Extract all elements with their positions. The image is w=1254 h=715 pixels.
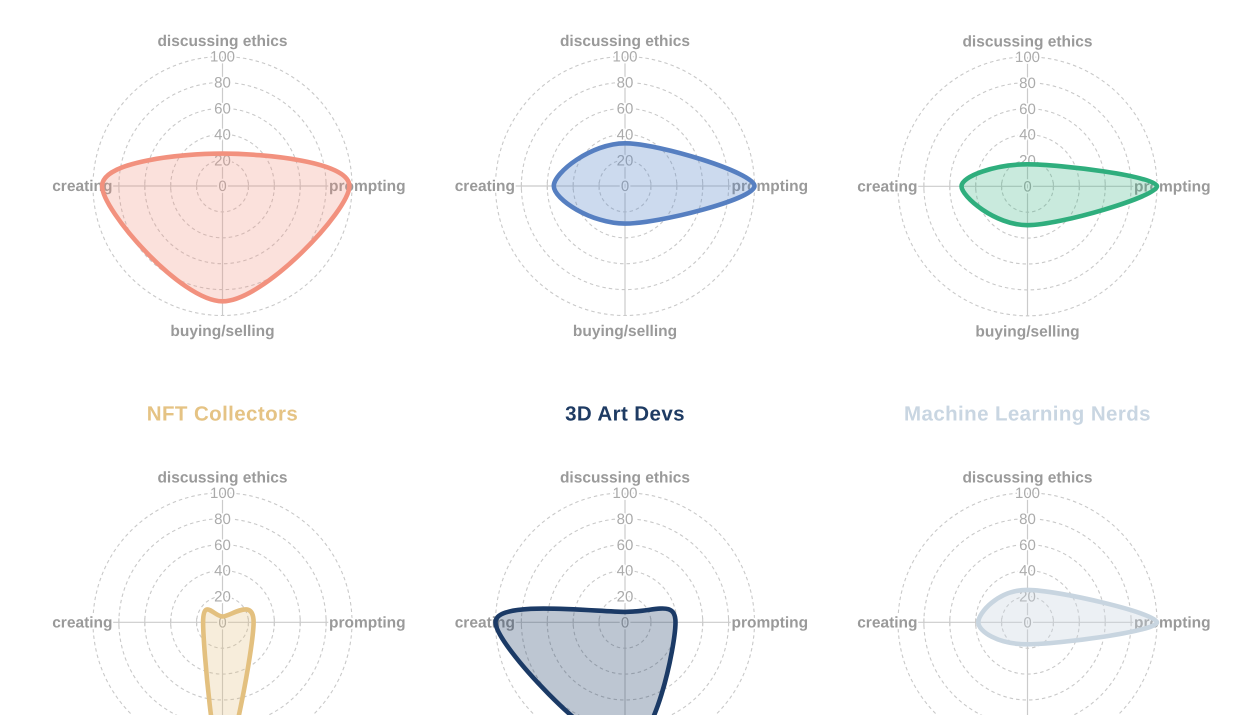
svg-text:0: 0 bbox=[1023, 615, 1031, 632]
svg-text:0: 0 bbox=[621, 178, 629, 195]
svg-text:creating: creating bbox=[52, 178, 112, 195]
svg-text:0: 0 bbox=[1023, 179, 1031, 196]
svg-text:3D Art Devs: 3D Art Devs bbox=[565, 403, 685, 426]
svg-text:40: 40 bbox=[214, 563, 231, 580]
svg-text:60: 60 bbox=[214, 537, 231, 554]
svg-text:creating: creating bbox=[455, 614, 515, 631]
svg-text:buying/selling: buying/selling bbox=[170, 323, 274, 340]
svg-text:prompting: prompting bbox=[329, 614, 406, 631]
svg-text:40: 40 bbox=[1019, 127, 1036, 144]
svg-text:80: 80 bbox=[214, 511, 231, 528]
svg-text:discussing ethics: discussing ethics bbox=[962, 469, 1092, 486]
svg-text:discussing ethics: discussing ethics bbox=[157, 33, 287, 50]
svg-text:0: 0 bbox=[218, 178, 226, 195]
svg-text:80: 80 bbox=[214, 75, 231, 92]
svg-text:discussing ethics: discussing ethics bbox=[157, 469, 287, 486]
svg-text:100: 100 bbox=[612, 49, 637, 66]
svg-text:creating: creating bbox=[52, 614, 112, 631]
svg-text:80: 80 bbox=[1019, 511, 1036, 528]
svg-text:discussing ethics: discussing ethics bbox=[560, 469, 690, 486]
svg-text:100: 100 bbox=[210, 485, 235, 502]
svg-text:60: 60 bbox=[617, 101, 634, 118]
svg-text:60: 60 bbox=[617, 537, 634, 554]
svg-text:creating: creating bbox=[455, 178, 515, 195]
svg-text:100: 100 bbox=[210, 49, 235, 66]
svg-text:60: 60 bbox=[1019, 101, 1036, 118]
svg-text:0: 0 bbox=[621, 615, 629, 632]
svg-text:0: 0 bbox=[218, 615, 226, 632]
svg-text:20: 20 bbox=[617, 152, 634, 169]
svg-text:discussing ethics: discussing ethics bbox=[962, 33, 1092, 50]
svg-text:NFT Collectors: NFT Collectors bbox=[147, 403, 298, 426]
svg-text:20: 20 bbox=[617, 589, 634, 606]
svg-text:80: 80 bbox=[617, 75, 634, 92]
svg-text:100: 100 bbox=[1015, 49, 1040, 66]
svg-text:40: 40 bbox=[1019, 563, 1036, 580]
svg-text:40: 40 bbox=[214, 126, 231, 143]
svg-text:100: 100 bbox=[612, 485, 637, 502]
svg-text:80: 80 bbox=[1019, 75, 1036, 92]
svg-text:buying/selling: buying/selling bbox=[975, 323, 1079, 340]
svg-text:prompting: prompting bbox=[732, 614, 809, 631]
svg-text:creating: creating bbox=[857, 178, 917, 195]
svg-text:100: 100 bbox=[1015, 485, 1040, 502]
svg-text:creating: creating bbox=[857, 614, 917, 631]
svg-text:buying/selling: buying/selling bbox=[573, 323, 677, 340]
svg-text:20: 20 bbox=[214, 589, 231, 606]
svg-text:80: 80 bbox=[617, 511, 634, 528]
svg-text:40: 40 bbox=[617, 563, 634, 580]
svg-text:40: 40 bbox=[617, 126, 634, 143]
svg-text:discussing ethics: discussing ethics bbox=[560, 33, 690, 50]
svg-text:60: 60 bbox=[214, 101, 231, 118]
svg-text:60: 60 bbox=[1019, 537, 1036, 554]
svg-text:Machine Learning Nerds: Machine Learning Nerds bbox=[904, 403, 1151, 426]
